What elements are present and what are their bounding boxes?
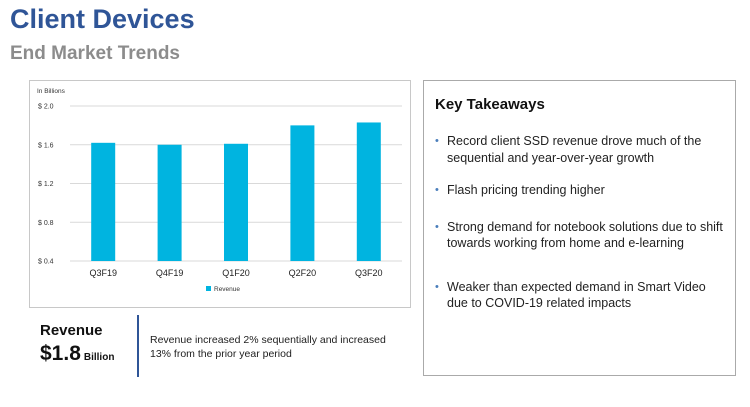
takeaway-item: • Strong demand for notebook solutions du… — [432, 219, 728, 252]
y-tick-label: $ 0.8 — [38, 220, 54, 227]
revenue-value-line: $1.8 Billion — [40, 342, 135, 366]
bullet-icon: • — [435, 280, 439, 293]
revenue-divider — [137, 315, 139, 377]
bullet-icon: • — [435, 135, 439, 147]
page-title: Client Devices — [10, 4, 195, 34]
x-tick-label: Q4F19 — [156, 268, 184, 278]
bullet-icon: • — [435, 220, 439, 233]
revenue-bar-chart-svg: In Billions $ 0.4 $ 0.8 $ 1.2 $ 1.6 $ 2.0 Q3F1… — [37, 88, 402, 293]
x-tick-label: Q3F20 — [355, 268, 383, 278]
x-tick-label: Q3F19 — [89, 268, 117, 278]
key-takeaways-panel: Key Takeaways • Record client SSD revenue… — [423, 80, 736, 376]
bar — [356, 122, 381, 261]
revenue-unit: Billion — [83, 352, 115, 363]
bar — [224, 143, 248, 261]
key-takeaways-title: Key Takeaways — [435, 96, 545, 113]
y-tick-label: $ 0.4 — [38, 259, 54, 266]
bar — [290, 125, 315, 261]
y-tick-label: $ 1.2 — [38, 181, 54, 188]
revenue-label: Revenue — [40, 322, 103, 339]
bar — [91, 142, 116, 261]
revenue-chart: In Billions $ 0.4 $ 0.8 $ 1.2 $ 1.6 $ 2.0 Q3F1… — [29, 80, 411, 308]
y-tick-label: $ 1.6 — [38, 142, 54, 149]
bar — [157, 144, 182, 261]
takeaway-item: • Weaker than expected demand in Smart Vi… — [432, 279, 728, 312]
y-tick-label: $ 2.0 — [38, 104, 54, 111]
x-tick-label: Q1F20 — [222, 268, 250, 278]
revenue-value: $1.8 — [40, 342, 81, 365]
takeaway-text: Flash pricing trending higher — [447, 183, 605, 197]
page-subtitle: End Market Trends — [10, 43, 180, 64]
bullet-icon: • — [435, 184, 439, 196]
unit-note: In Billions — [37, 88, 66, 95]
key-takeaways-list: • Record client SSD revenue drove much of… — [432, 133, 728, 312]
revenue-summary: Revenue $1.8 Billion — [40, 322, 135, 366]
takeaway-item: • Flash pricing trending higher — [432, 182, 728, 199]
takeaway-text: Record client SSD revenue drove much of … — [447, 134, 702, 165]
legend-label: Revenue — [214, 286, 240, 293]
revenue-note: Revenue increased 2% sequentially and in… — [150, 334, 386, 360]
takeaway-text: Weaker than expected demand in Smart Vid… — [447, 279, 706, 311]
x-tick-label: Q2F20 — [289, 268, 317, 278]
legend-swatch — [206, 286, 211, 291]
takeaway-text: Strong demand for notebook solutions due… — [447, 219, 723, 251]
takeaway-item: • Record client SSD revenue drove much of… — [432, 133, 728, 166]
